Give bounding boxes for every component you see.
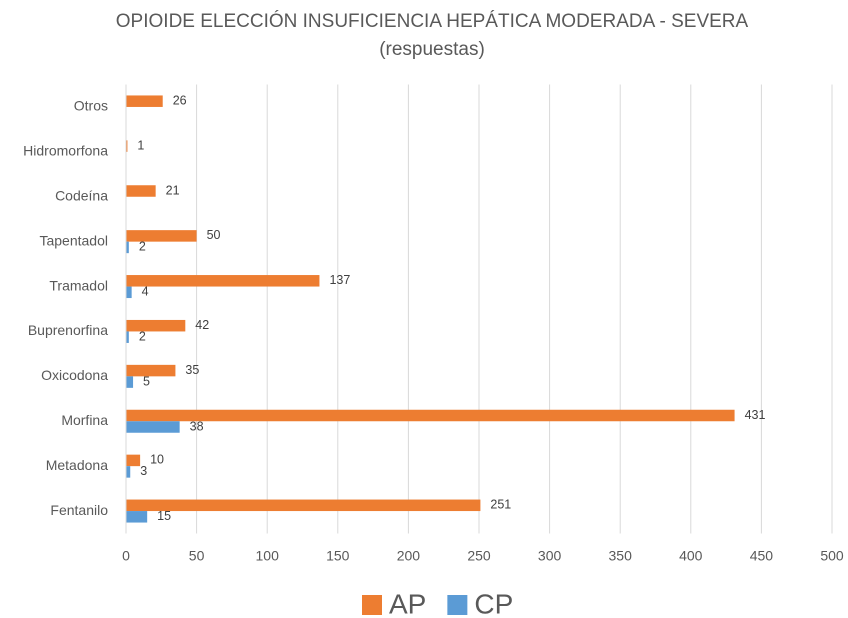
- data-label: 5: [143, 374, 150, 388]
- bar: [126, 331, 129, 343]
- data-label: 431: [745, 408, 766, 422]
- bar: [126, 319, 186, 332]
- bar: [126, 230, 197, 242]
- legend-label: CP: [474, 588, 513, 618]
- x-tick-label: 150: [326, 548, 350, 564]
- legend-label: AP: [389, 588, 426, 618]
- chart-title: OPIOIDE ELECCIÓN INSUFICIENCIA HEPÁTICA …: [116, 10, 749, 32]
- bar: [126, 499, 481, 512]
- bar: [126, 454, 141, 467]
- x-tick-label: 100: [256, 548, 280, 564]
- bar: [126, 185, 156, 197]
- data-label: 2: [139, 329, 146, 343]
- bar: [126, 140, 128, 152]
- bar: [126, 95, 163, 107]
- x-tick-label: 500: [820, 548, 844, 564]
- x-tick-label: 200: [397, 548, 421, 564]
- y-tick-label: Tapentadol: [39, 232, 108, 248]
- data-label: 2: [139, 240, 146, 254]
- bar: [126, 275, 320, 287]
- data-label: 26: [173, 93, 187, 107]
- chart-subtitle: (respuestas): [379, 39, 485, 60]
- bar: [126, 466, 131, 478]
- y-tick-label: Otros: [74, 98, 108, 114]
- data-label: 4: [142, 285, 149, 299]
- data-label: 35: [185, 363, 199, 377]
- y-tick-label: Buprenorfina: [28, 322, 108, 338]
- bar: [126, 364, 176, 377]
- y-tick-label: Morfina: [61, 412, 108, 428]
- data-label: 50: [207, 228, 221, 242]
- y-tick-label: Oxicodona: [41, 367, 108, 383]
- y-tick-label: Fentanilo: [50, 502, 108, 518]
- data-label: 1: [137, 138, 144, 152]
- data-label: 3: [140, 464, 147, 478]
- x-tick-label: 450: [750, 548, 774, 564]
- y-tick-label: Hidromorfona: [23, 143, 108, 159]
- x-tick-label: 0: [122, 548, 130, 564]
- bar: [126, 511, 148, 523]
- bar: [126, 421, 180, 433]
- data-label: 38: [190, 419, 204, 433]
- x-tick-label: 300: [538, 548, 562, 564]
- data-label: 10: [150, 453, 164, 467]
- x-tick-label: 250: [467, 548, 491, 564]
- bar: [126, 286, 132, 299]
- bar: [126, 241, 129, 254]
- bar: [126, 409, 735, 422]
- data-label: 137: [329, 273, 350, 287]
- data-label: 251: [490, 498, 511, 512]
- data-label: 15: [157, 509, 171, 523]
- bar: [126, 376, 134, 388]
- legend-swatch: [362, 595, 382, 615]
- x-tick-label: 400: [679, 548, 703, 564]
- y-tick-label: Tramadol: [49, 277, 108, 293]
- y-tick-label: Metadona: [46, 457, 108, 473]
- x-tick-label: 350: [609, 548, 633, 564]
- legend-swatch: [447, 595, 468, 615]
- y-tick-label: Codeína: [55, 187, 108, 203]
- x-tick-label: 50: [189, 548, 205, 564]
- data-label: 21: [166, 183, 180, 197]
- data-label: 42: [195, 318, 209, 332]
